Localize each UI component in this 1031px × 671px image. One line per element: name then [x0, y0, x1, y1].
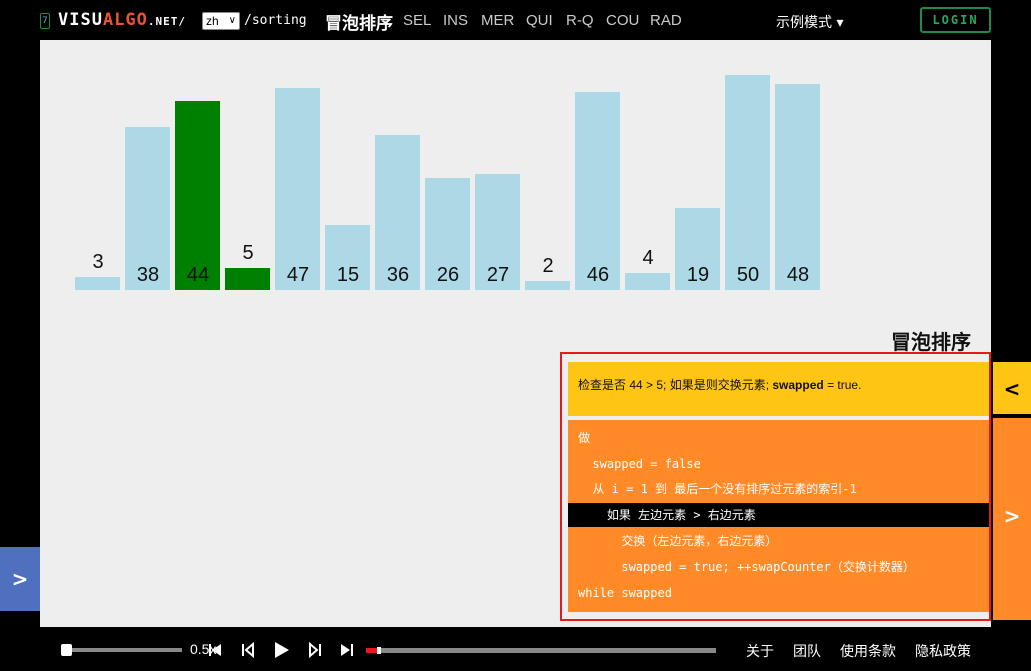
- footer-link-team[interactable]: 团队: [793, 644, 821, 660]
- progress-fill: [366, 648, 380, 653]
- bar-label-13: 50: [736, 264, 760, 286]
- bar-label-14: 48: [786, 264, 810, 286]
- bar-10: [575, 92, 620, 290]
- speed-slider-handle[interactable]: [61, 644, 72, 656]
- nav-cou[interactable]: COU: [606, 12, 640, 29]
- canvas-heading: 冒泡排序: [891, 330, 971, 354]
- bar-6: [375, 135, 420, 290]
- status-message: 检查是否 44 > 5; 如果是则交换元素; swapped = true.: [568, 362, 989, 416]
- progress-handle[interactable]: [377, 647, 381, 654]
- progress-bar[interactable]: [366, 648, 716, 653]
- bar-3: [225, 268, 270, 290]
- bar-label-12: 19: [686, 264, 710, 286]
- logo-visu: VISU: [58, 10, 103, 30]
- bar-label-10: 46: [586, 264, 610, 286]
- code-line: 从 i = 1 到 最后一个没有排序过元素的索引-1: [578, 482, 857, 496]
- bar-label-6: 36: [386, 264, 410, 286]
- logo-algo: ALGO: [102, 10, 148, 30]
- code-panel: 检查是否 44 > 5; 如果是则交换元素; swapped = true. 做…: [560, 352, 991, 621]
- step-forward-icon[interactable]: [304, 639, 326, 661]
- chevron-down-icon: ∨: [228, 15, 236, 26]
- logo-badge: 7: [40, 13, 50, 29]
- collapse-status-tab[interactable]: <: [993, 362, 1031, 416]
- step-backward-icon[interactable]: [237, 639, 259, 661]
- bar-label-11: 4: [642, 247, 654, 269]
- language-value: zh: [206, 14, 219, 28]
- logo-slash: /: [178, 15, 187, 28]
- mode-dropdown[interactable]: 示例模式 ▾: [776, 15, 844, 31]
- bar-14: [775, 84, 820, 290]
- bar-12: [675, 208, 720, 290]
- code-line: swapped = true; ++swapCounter（交换计数器）: [578, 560, 915, 574]
- bar-4: [275, 88, 320, 290]
- open-actions-tab[interactable]: >: [0, 547, 40, 611]
- status-suffix: = true.: [823, 378, 862, 392]
- bar-8: [475, 174, 520, 290]
- bar-label-2: 44: [186, 264, 210, 286]
- status-bold: swapped: [772, 378, 824, 392]
- nav-r-q[interactable]: R-Q: [566, 12, 594, 29]
- bar-9: [525, 281, 570, 290]
- code-line: swapped = false: [578, 457, 701, 471]
- logo[interactable]: VISUALGO.NET/: [58, 10, 186, 30]
- code-line: 做: [578, 431, 591, 445]
- footer-link-about[interactable]: 关于: [746, 644, 774, 660]
- bar-label-5: 15: [336, 264, 360, 286]
- bar-label-1: 38: [136, 264, 160, 286]
- login-button[interactable]: LOGIN: [920, 7, 991, 33]
- nav-rad[interactable]: RAD: [650, 12, 682, 29]
- visualization-canvas: 3 38 44 5 47 15 36 26 27 2 46 4 19 50 48 冒泡排序: [40, 40, 991, 627]
- code-line: while swapped: [578, 586, 672, 600]
- bar-7: [425, 178, 470, 290]
- bar-label-8: 27: [486, 264, 510, 286]
- bar-label-4: 47: [286, 264, 310, 286]
- bar-chart: 3 38 44 5 47 15 36 26 27 2 46 4 19 50 48: [40, 40, 991, 300]
- status-prefix: 检查是否 44 > 5; 如果是则交换元素;: [578, 378, 773, 392]
- nav-mer[interactable]: MER: [481, 12, 515, 29]
- bar-11: [625, 273, 670, 290]
- bar-5: [325, 225, 370, 290]
- nav-ins[interactable]: INS: [443, 12, 469, 29]
- go-to-beginning-icon[interactable]: [204, 639, 226, 661]
- go-to-end-icon[interactable]: [336, 639, 358, 661]
- top-bar: 7 VISUALGO.NET/ zh ∨ /sorting 冒泡排序 SEL IN…: [0, 0, 1031, 40]
- pseudocode: 做 swapped = false 从 i = 1 到 最后一个没有排序过元素的…: [568, 420, 989, 612]
- nav-qui[interactable]: QUI: [526, 12, 553, 29]
- bar-label-3: 5: [242, 242, 254, 264]
- footer-link-privacy[interactable]: 隐私政策: [915, 644, 971, 660]
- bar-13: [725, 75, 770, 290]
- bar-label-7: 26: [436, 264, 460, 286]
- algorithm-title[interactable]: 冒泡排序: [325, 14, 393, 34]
- logo-net: .NET: [147, 15, 179, 28]
- footer-link-terms[interactable]: 使用条款: [840, 644, 896, 660]
- toggle-code-tab[interactable]: >: [993, 418, 1031, 620]
- bar-label-9: 2: [542, 255, 554, 277]
- speed-slider[interactable]: [62, 648, 182, 652]
- code-line: 交换（左边元素，右边元素）: [578, 534, 778, 548]
- bar-1: [125, 127, 170, 290]
- code-line: 如果 左边元素 > 右边元素: [568, 503, 989, 527]
- page-path: /sorting: [244, 13, 307, 28]
- nav-sel[interactable]: SEL: [403, 12, 432, 29]
- play-icon[interactable]: [270, 639, 292, 661]
- language-select[interactable]: zh ∨: [202, 12, 240, 30]
- bar-2: [175, 101, 220, 290]
- bar-0: [75, 277, 120, 290]
- bar-label-0: 3: [92, 251, 104, 273]
